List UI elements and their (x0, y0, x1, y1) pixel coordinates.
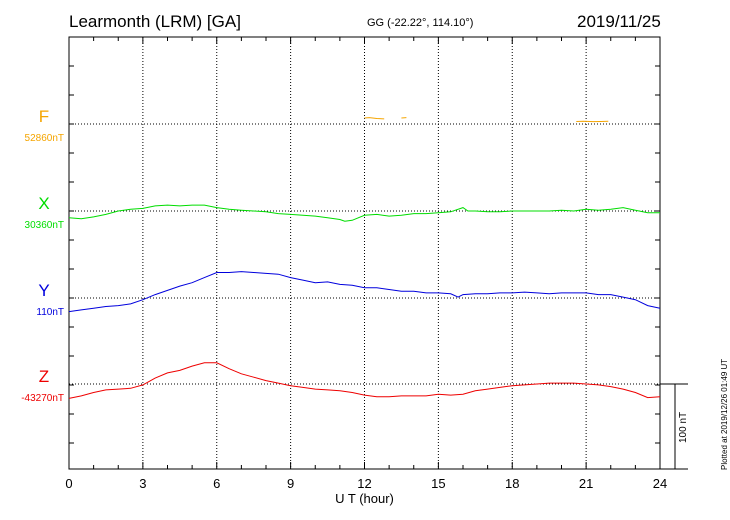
x-tick-label: 21 (579, 476, 593, 491)
series-baseline-y: 110nT (36, 307, 64, 318)
series-baseline-f: 52860nT (25, 133, 64, 144)
plotted-timestamp: Plotted at 2019/12/26 01:49 UT (720, 358, 729, 470)
x-tick-label: 18 (505, 476, 519, 491)
chart-title-coordinates: GG (-22.22°, 114.10°) (367, 17, 474, 29)
series-name-z: Z (39, 367, 49, 386)
x-tick-label: 6 (213, 476, 220, 491)
series-name-x: X (38, 194, 49, 213)
series-name-y: Y (38, 281, 49, 300)
x-axis-label: U T (hour) (335, 491, 394, 506)
series-baseline-z: -43270nT (21, 393, 64, 404)
chart-title-station: Learmonth (LRM) [GA] (69, 12, 241, 31)
x-tick-label: 0 (65, 476, 72, 491)
x-tick-label: 9 (287, 476, 294, 491)
series-baseline-x: 30360nT (25, 220, 64, 231)
x-tick-label: 24 (653, 476, 667, 491)
x-tick-label: 3 (139, 476, 146, 491)
chart-title-date: 2019/11/25 (577, 12, 661, 31)
series-line-y (68, 271, 661, 313)
series-line-x (68, 204, 660, 222)
series-line-f (364, 117, 385, 120)
x-tick-label: 12 (357, 476, 371, 491)
series-line-z (68, 362, 661, 399)
series-name-f: F (39, 107, 49, 126)
x-tick-label: 15 (431, 476, 445, 491)
scale-bar-label: 100 nT (678, 411, 689, 443)
